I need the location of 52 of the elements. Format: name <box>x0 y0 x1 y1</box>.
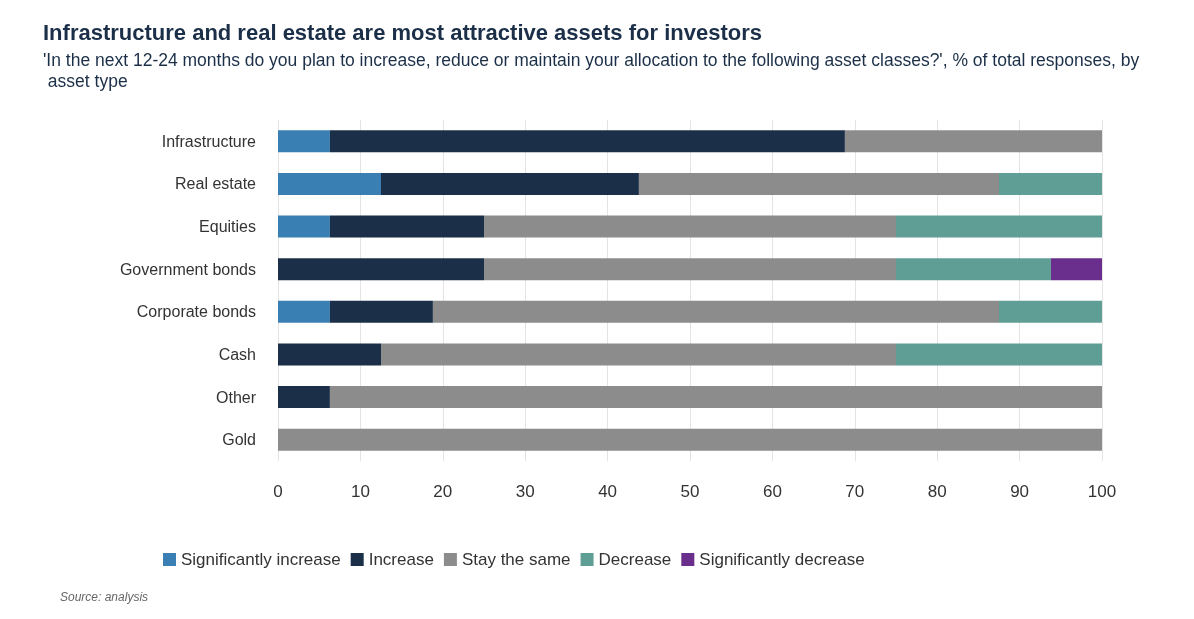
bar <box>638 172 999 195</box>
bar <box>278 300 330 323</box>
bar <box>844 130 1102 153</box>
legend-label: Significantly increase <box>181 550 341 569</box>
x-tick-label: 60 <box>762 482 782 501</box>
bar <box>432 300 999 323</box>
bar <box>484 258 896 281</box>
y-tick-label: Real estate <box>175 175 257 193</box>
bar <box>329 386 1102 409</box>
bar <box>999 172 1102 195</box>
bar <box>329 300 433 323</box>
bar <box>278 172 381 195</box>
x-tick-label: 50 <box>680 482 700 501</box>
y-tick-label: Gold <box>222 431 256 449</box>
x-tick-label: 90 <box>1010 482 1030 501</box>
x-tick-label: 30 <box>515 482 535 501</box>
bar <box>1050 258 1102 281</box>
bar <box>278 386 330 409</box>
legend-label: Stay the same <box>461 550 571 569</box>
x-tick-label: 20 <box>433 482 453 501</box>
bar <box>329 215 484 238</box>
x-tick-label: 40 <box>598 482 618 501</box>
bar <box>999 300 1102 323</box>
bar <box>278 215 330 238</box>
y-tick-label: Infrastructure <box>161 132 257 150</box>
x-tick-label: 0 <box>273 482 283 501</box>
chart-title: Infrastructure and real estate are most attractive assets for investors <box>43 19 762 45</box>
y-tick-label: Corporate bonds <box>136 303 256 321</box>
legend-label: Increase <box>368 550 434 569</box>
y-tick-label: Other <box>215 388 257 406</box>
bar <box>381 172 639 195</box>
bar <box>381 343 896 366</box>
bar <box>329 130 845 153</box>
bar <box>278 258 484 281</box>
bar <box>896 343 1102 366</box>
x-tick-label: 80 <box>927 482 947 501</box>
y-tick-label: Equities <box>199 218 256 236</box>
x-tick-label: 100 <box>1087 482 1117 501</box>
chart-subtitle: 'In the next 12-24 months do you plan to increase, reduce or maintain your allocation to the following asset classes?', % of total responses, by asset type <box>43 49 1140 91</box>
source-note: Source: analysis <box>60 590 149 604</box>
bar <box>896 215 1102 238</box>
y-tick-label: Government bonds <box>119 260 256 278</box>
bar <box>278 130 330 153</box>
legend-label: Decrease <box>598 550 672 569</box>
legend-label: Significantly decrease <box>699 550 865 569</box>
y-tick-label: Cash <box>218 345 256 363</box>
bar <box>896 258 1051 281</box>
bar <box>278 343 381 366</box>
x-tick-label: 10 <box>350 482 370 501</box>
bar <box>484 215 896 238</box>
bar <box>278 428 1102 451</box>
x-tick-label: 70 <box>845 482 865 501</box>
